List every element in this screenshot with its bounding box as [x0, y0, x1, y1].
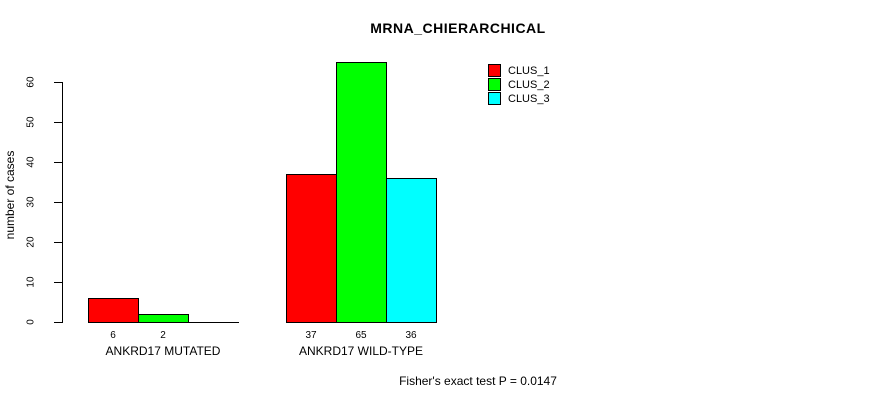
bar-clus_2-wild-type	[336, 62, 387, 323]
y-axis-tick-label: 0	[25, 319, 37, 325]
bar-value-label: 36	[405, 330, 417, 341]
bar-clus_2-mutated	[138, 314, 189, 323]
y-axis-tick	[54, 282, 62, 283]
y-axis-tick-label: 20	[25, 236, 37, 248]
legend-swatch-clus_3	[488, 92, 501, 105]
y-axis-tick-label: 10	[25, 276, 37, 288]
bar-clus_3-wild-type	[386, 178, 437, 323]
legend-label-clus_2: CLUS_2	[508, 79, 550, 91]
bar-value-label: 2	[160, 330, 166, 341]
legend-label-clus_1: CLUS_1	[508, 65, 550, 77]
category-label: ANKRD17 MUTATED	[105, 344, 221, 358]
bar-value-label: 65	[355, 330, 367, 341]
chart-title: MRNA_CHIERARCHICAL	[370, 20, 546, 36]
y-axis-tick-label: 50	[25, 116, 37, 128]
y-axis-label: number of cases	[3, 150, 17, 240]
y-axis-tick	[54, 242, 62, 243]
y-axis-tick	[54, 122, 62, 123]
bar-value-label: 37	[305, 330, 317, 341]
y-axis-tick	[54, 202, 62, 203]
y-axis-tick-label: 30	[25, 196, 37, 208]
legend-label-clus_3: CLUS_3	[508, 93, 550, 105]
y-axis-tick	[54, 162, 62, 163]
bar-value-label: 6	[110, 330, 116, 341]
y-axis-line	[62, 82, 63, 323]
bar-clus_1-wild-type	[286, 174, 337, 323]
legend-swatch-clus_2	[488, 78, 501, 91]
bar-clus_1-mutated	[88, 298, 139, 323]
y-axis-tick	[54, 322, 62, 323]
y-axis-tick-label: 40	[25, 156, 37, 168]
y-axis-tick	[54, 82, 62, 83]
legend-swatch-clus_1	[488, 64, 501, 77]
category-label: ANKRD17 WILD-TYPE	[298, 344, 424, 358]
stat-annotation: Fisher's exact test P = 0.0147	[399, 374, 557, 388]
y-axis-tick-label: 60	[25, 76, 37, 88]
